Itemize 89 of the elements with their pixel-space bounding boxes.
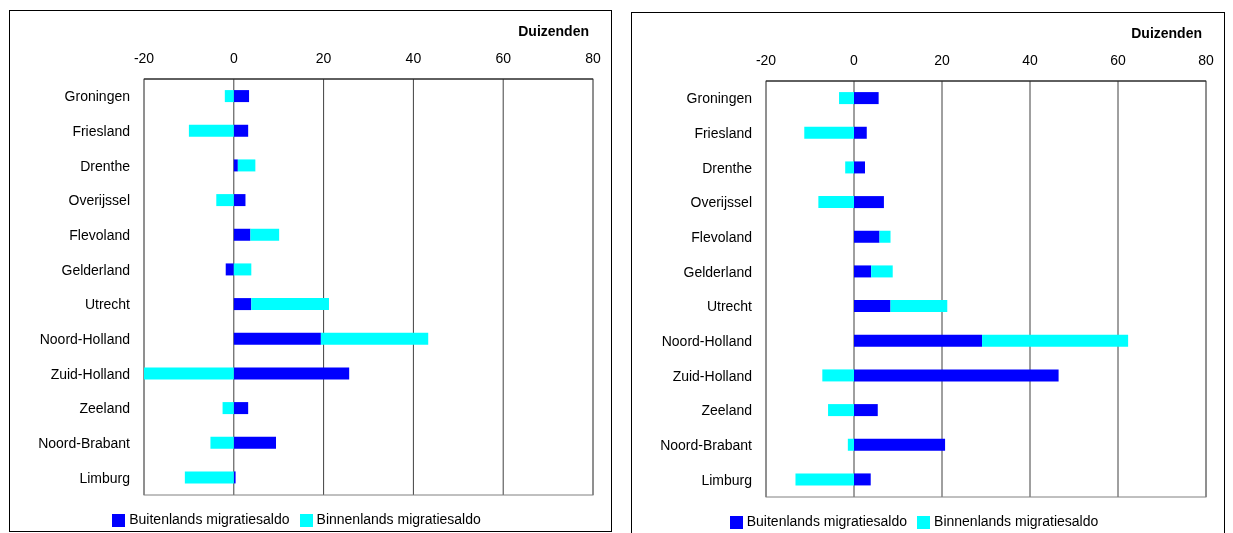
x-tick-label: 80 xyxy=(1198,52,1214,68)
legend-label: Binnenlands migratiesaldo xyxy=(934,513,1099,529)
y-tick-label: Utrecht xyxy=(84,296,131,313)
y-tick-label: Drenthe xyxy=(80,157,131,174)
bar xyxy=(233,194,246,207)
bar xyxy=(225,263,234,276)
bar xyxy=(233,90,250,103)
y-tick-label: Gelderland xyxy=(61,261,130,278)
bar xyxy=(216,194,234,207)
y-tick-label: Flevoland xyxy=(69,226,130,243)
x-tick-label: 20 xyxy=(315,50,332,66)
y-tick-label: Noord-Holland xyxy=(661,332,752,349)
y-tick-label: Noord-Holland xyxy=(39,330,130,347)
y-tick-label: Limburg xyxy=(701,471,752,488)
bar xyxy=(233,332,321,345)
legend-label: Buitenlands migratiesaldo xyxy=(129,511,290,527)
y-tick-label: Friesland xyxy=(694,124,752,141)
bar xyxy=(828,404,854,417)
bar xyxy=(854,126,867,139)
bar xyxy=(210,436,234,449)
bar xyxy=(804,126,854,139)
bar xyxy=(320,332,429,345)
bar xyxy=(854,334,983,347)
bar xyxy=(839,92,854,105)
x-tick-label: 40 xyxy=(1022,52,1038,68)
bar xyxy=(845,161,854,174)
bar xyxy=(818,196,854,209)
bar xyxy=(188,124,234,137)
y-tick-label: Zeeland xyxy=(79,400,130,417)
x-tick-label: -20 xyxy=(755,52,777,68)
bar xyxy=(237,159,256,172)
y-tick-label: Noord-Brabant xyxy=(660,436,753,453)
bar xyxy=(854,473,871,486)
bar xyxy=(233,298,252,311)
bar xyxy=(822,369,854,382)
bar xyxy=(251,298,329,311)
bar xyxy=(233,436,277,449)
y-tick-label: Groningen xyxy=(64,88,130,105)
y-tick-label: Utrecht xyxy=(706,298,753,315)
bar xyxy=(871,265,893,278)
legend-label: Buitenlands migratiesaldo xyxy=(746,513,908,529)
bar xyxy=(184,471,234,484)
y-tick-label: Friesland xyxy=(72,122,130,139)
bar xyxy=(854,404,878,417)
bar xyxy=(854,230,880,243)
y-tick-label: Zeeland xyxy=(701,402,752,419)
y-tick-label: Zuid-Holland xyxy=(50,365,130,382)
bar xyxy=(144,367,234,380)
legend-label: Binnenlands migratiesaldo xyxy=(316,511,481,527)
bar xyxy=(233,228,251,241)
y-tick-label: Gelderland xyxy=(683,263,752,280)
x-axis-title: Duizenden xyxy=(1131,25,1202,41)
x-tick-label: 0 xyxy=(850,52,859,68)
y-tick-label: Zuid-Holland xyxy=(672,367,752,384)
bar xyxy=(854,92,879,105)
bar xyxy=(847,438,854,451)
bar xyxy=(854,369,1059,382)
y-tick-label: Drenthe xyxy=(702,159,753,176)
bar xyxy=(890,300,948,313)
y-tick-label: Limburg xyxy=(79,469,130,486)
bar xyxy=(854,438,946,451)
y-tick-label: Overijssel xyxy=(68,192,130,209)
bar xyxy=(795,473,854,486)
bar xyxy=(982,334,1129,347)
bar xyxy=(854,300,891,313)
x-tick-label: -20 xyxy=(133,50,155,66)
bar xyxy=(233,124,249,137)
x-axis-title: Duizenden xyxy=(518,23,589,39)
y-tick-label: Noord-Brabant xyxy=(38,434,131,451)
bar xyxy=(250,228,280,241)
bar xyxy=(224,90,234,103)
x-tick-label: 60 xyxy=(495,50,512,66)
y-tick-label: Flevoland xyxy=(691,228,752,245)
x-tick-label: 80 xyxy=(585,50,601,66)
bar xyxy=(879,230,891,243)
bar xyxy=(222,402,234,415)
bar xyxy=(854,265,872,278)
bar xyxy=(233,263,252,276)
x-tick-label: 20 xyxy=(934,52,950,68)
x-tick-label: 0 xyxy=(229,50,238,66)
x-tick-label: 60 xyxy=(1110,52,1126,68)
x-tick-label: 40 xyxy=(405,50,422,66)
bar xyxy=(854,161,865,174)
bar xyxy=(233,402,249,415)
bar xyxy=(233,367,350,380)
bar xyxy=(233,159,238,172)
y-tick-label: Overijssel xyxy=(690,194,752,211)
y-tick-label: Groningen xyxy=(686,90,752,107)
bar xyxy=(854,196,884,209)
